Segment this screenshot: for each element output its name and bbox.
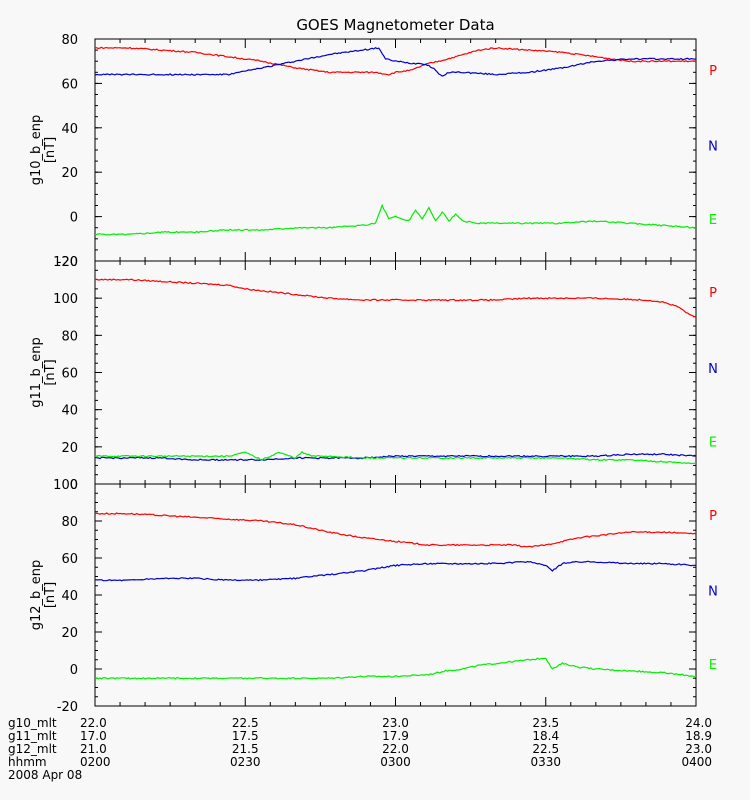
y-tick-label: 60 [61,77,78,92]
y-axis-label: g10_b_enp [29,115,44,186]
x-row-value: 23.5 [532,716,559,730]
x-row-value: 17.0 [80,729,107,743]
y-tick-label: 100 [53,292,78,307]
y-tick-label: 40 [61,589,78,604]
series-line-p [94,46,697,76]
x-row-value: 23.0 [382,716,409,730]
legend-e: E [709,213,717,228]
legend-p: P [709,64,717,79]
legend-n: N [708,362,718,377]
x-row-value: 18.4 [532,729,559,743]
series-line-e [94,203,697,236]
x-row-value: 0230 [230,755,261,769]
y-tick-label: 20 [61,441,78,456]
panel-2: 0 20 40 60 80 100 120 g11_b_enp [nT] P N E [29,255,718,493]
x-row-value: 21.0 [80,742,107,756]
x-row-label: hhmm [8,755,47,769]
x-row-label: g11_mlt [8,729,57,743]
y-tick-label: -20 [57,700,78,715]
x-row-value: 0330 [530,755,561,769]
x-row-value: 22.5 [232,716,259,730]
y-axis-unit: [nT] [43,137,58,163]
x-row-value: 22.5 [532,742,559,756]
x-row-label: g10_mlt [8,716,57,730]
y-tick-label: -20 [57,255,78,270]
panel-3: -20 0 20 40 60 80 100 g12_b_enp [nT] P N E [29,478,718,715]
legend-n: N [708,140,718,155]
y-tick-label: 60 [61,552,78,567]
series-line-n [94,560,697,582]
panel-frame [94,260,697,485]
date-label: 2008 Apr 08 [8,768,82,782]
series-line-e [94,657,697,680]
y-tick-label: 20 [61,626,78,641]
y-tick-label: 40 [61,404,78,419]
y-tick-label: 80 [61,329,78,344]
y-tick-label: 0 [70,478,78,493]
series-line-e [94,450,697,465]
y-axis-label: g12_b_enp [29,560,44,631]
x-row-value: 23.0 [685,742,712,756]
x-row-value: 18.9 [685,729,712,743]
x-row-value: 24.0 [685,716,712,730]
x-row-value: 22.0 [80,716,107,730]
y-tick-label: 120 [53,255,78,270]
legend-e: E [709,658,717,673]
y-axis-unit: [nT] [43,582,58,608]
legend-n: N [708,585,718,600]
panel-frame [94,483,697,707]
x-row-value: 0200 [80,755,111,769]
legend-p: P [709,509,717,524]
x-row-value: 17.9 [382,729,409,743]
chart-title: GOES Magnetometer Data [296,16,494,34]
series-line-n [94,46,697,77]
x-row-value: 22.0 [382,742,409,756]
series-line-p [94,278,697,318]
x-row-value: 17.5 [232,729,259,743]
y-tick-label: 0 [70,663,78,678]
y-tick-label: 0 [70,211,78,226]
series-line-p [94,512,697,548]
x-row-value: 21.5 [232,742,259,756]
legend-p: P [709,286,717,301]
y-tick-label: 80 [61,515,78,530]
y-tick-label: 40 [61,122,78,137]
x-row-value: 0400 [681,755,712,769]
x-row-value: 0300 [380,755,411,769]
y-tick-label: 100 [53,478,78,493]
y-tick-label: 20 [61,166,78,181]
y-tick-label: 80 [61,33,78,48]
legend-e: E [709,436,717,451]
y-tick-label: 60 [61,367,78,382]
series-line-n [94,452,697,462]
y-axis-label: g11_b_enp [29,337,44,408]
y-axis-unit: [nT] [43,359,58,385]
x-row-label: g12_mlt [8,742,57,756]
panel-1: -20 0 20 40 60 80 g10_b_enp [nT] P N E [29,33,718,270]
